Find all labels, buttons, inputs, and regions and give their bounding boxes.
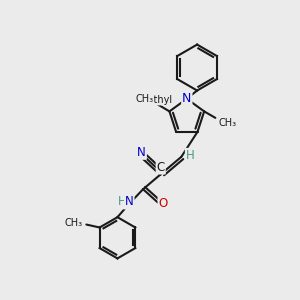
- Text: N: N: [137, 146, 146, 159]
- Text: CH₃: CH₃: [219, 118, 237, 128]
- Text: C: C: [157, 160, 165, 174]
- Text: N: N: [125, 195, 134, 208]
- Text: CH₃: CH₃: [135, 94, 154, 104]
- Text: methyl: methyl: [139, 94, 173, 105]
- Text: N: N: [182, 92, 191, 105]
- Text: CH₃: CH₃: [65, 218, 83, 228]
- Text: H: H: [118, 195, 126, 208]
- Text: H: H: [186, 149, 194, 162]
- Text: O: O: [158, 197, 168, 210]
